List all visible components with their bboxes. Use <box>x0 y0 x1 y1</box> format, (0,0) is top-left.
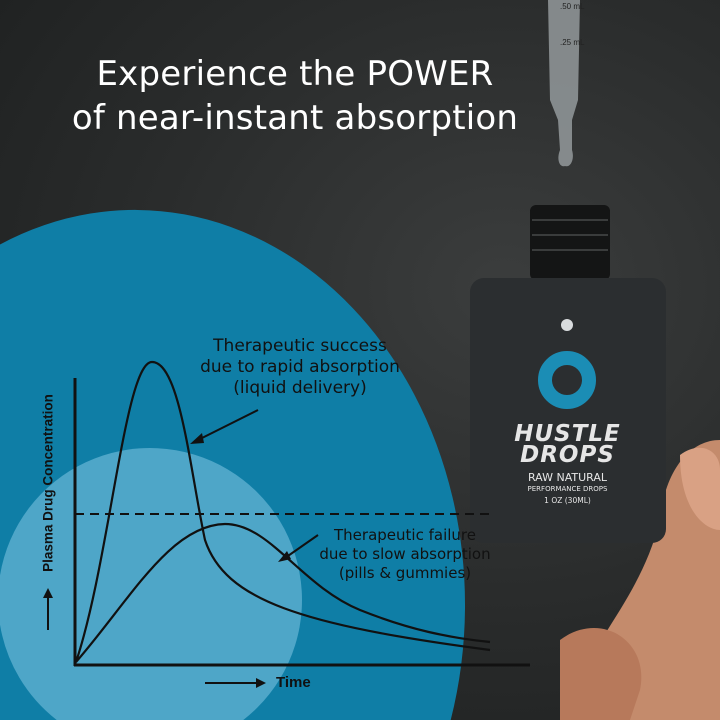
product-tagline: PERFORMANCE DROPS <box>527 485 608 493</box>
brand-name: HUSTLE DROPS <box>490 421 645 468</box>
annotation-line: Therapeutic failure <box>334 526 476 544</box>
x-axis-arrowhead <box>256 678 266 688</box>
dropper-mark: .50 mL <box>560 2 585 11</box>
x-axis-label: Time <box>276 674 311 691</box>
headline-line-2: of near-instant absorption <box>71 98 519 138</box>
finger <box>560 628 642 720</box>
annotation-line: (pills & gummies) <box>338 564 472 582</box>
annotation-line: due to rapid absorption <box>200 357 400 377</box>
brand-line: HUSTLE <box>514 421 621 447</box>
thumb <box>680 447 720 530</box>
headline: Experience the POWER of near-instant abs… <box>0 52 590 140</box>
rapid-absorption-curve <box>74 360 491 663</box>
dropper <box>548 0 580 167</box>
y-axis-arrowhead <box>43 588 53 598</box>
annotation-line: Therapeutic success <box>213 336 387 356</box>
headline-line-1: Experience the POWER <box>96 54 494 94</box>
logo-dot <box>561 319 573 331</box>
slow-absorption-curve <box>75 522 491 663</box>
product-size: 1 OZ (30ML) <box>544 496 591 505</box>
annotation-line: due to slow absorption <box>319 545 491 563</box>
annotation-line: (liquid delivery) <box>233 378 367 398</box>
dropper-mark: .25 mL <box>560 38 585 47</box>
success-arrow <box>197 409 259 441</box>
failure-annotation: Therapeutic failure due to slow absorpti… <box>300 526 510 583</box>
bottle-neck <box>530 205 610 280</box>
brand-line: DROPS <box>520 442 615 468</box>
success-arrowhead <box>190 433 204 444</box>
y-axis-label: Plasma Drug Concentration <box>40 394 56 572</box>
bottle <box>470 278 666 543</box>
failure-arrow <box>284 534 319 559</box>
success-annotation: Therapeutic success due to rapid absorpt… <box>180 336 420 399</box>
product-subtitle: RAW NATURAL <box>527 471 607 484</box>
logo-ring <box>538 351 596 409</box>
failure-arrowhead <box>278 551 291 562</box>
